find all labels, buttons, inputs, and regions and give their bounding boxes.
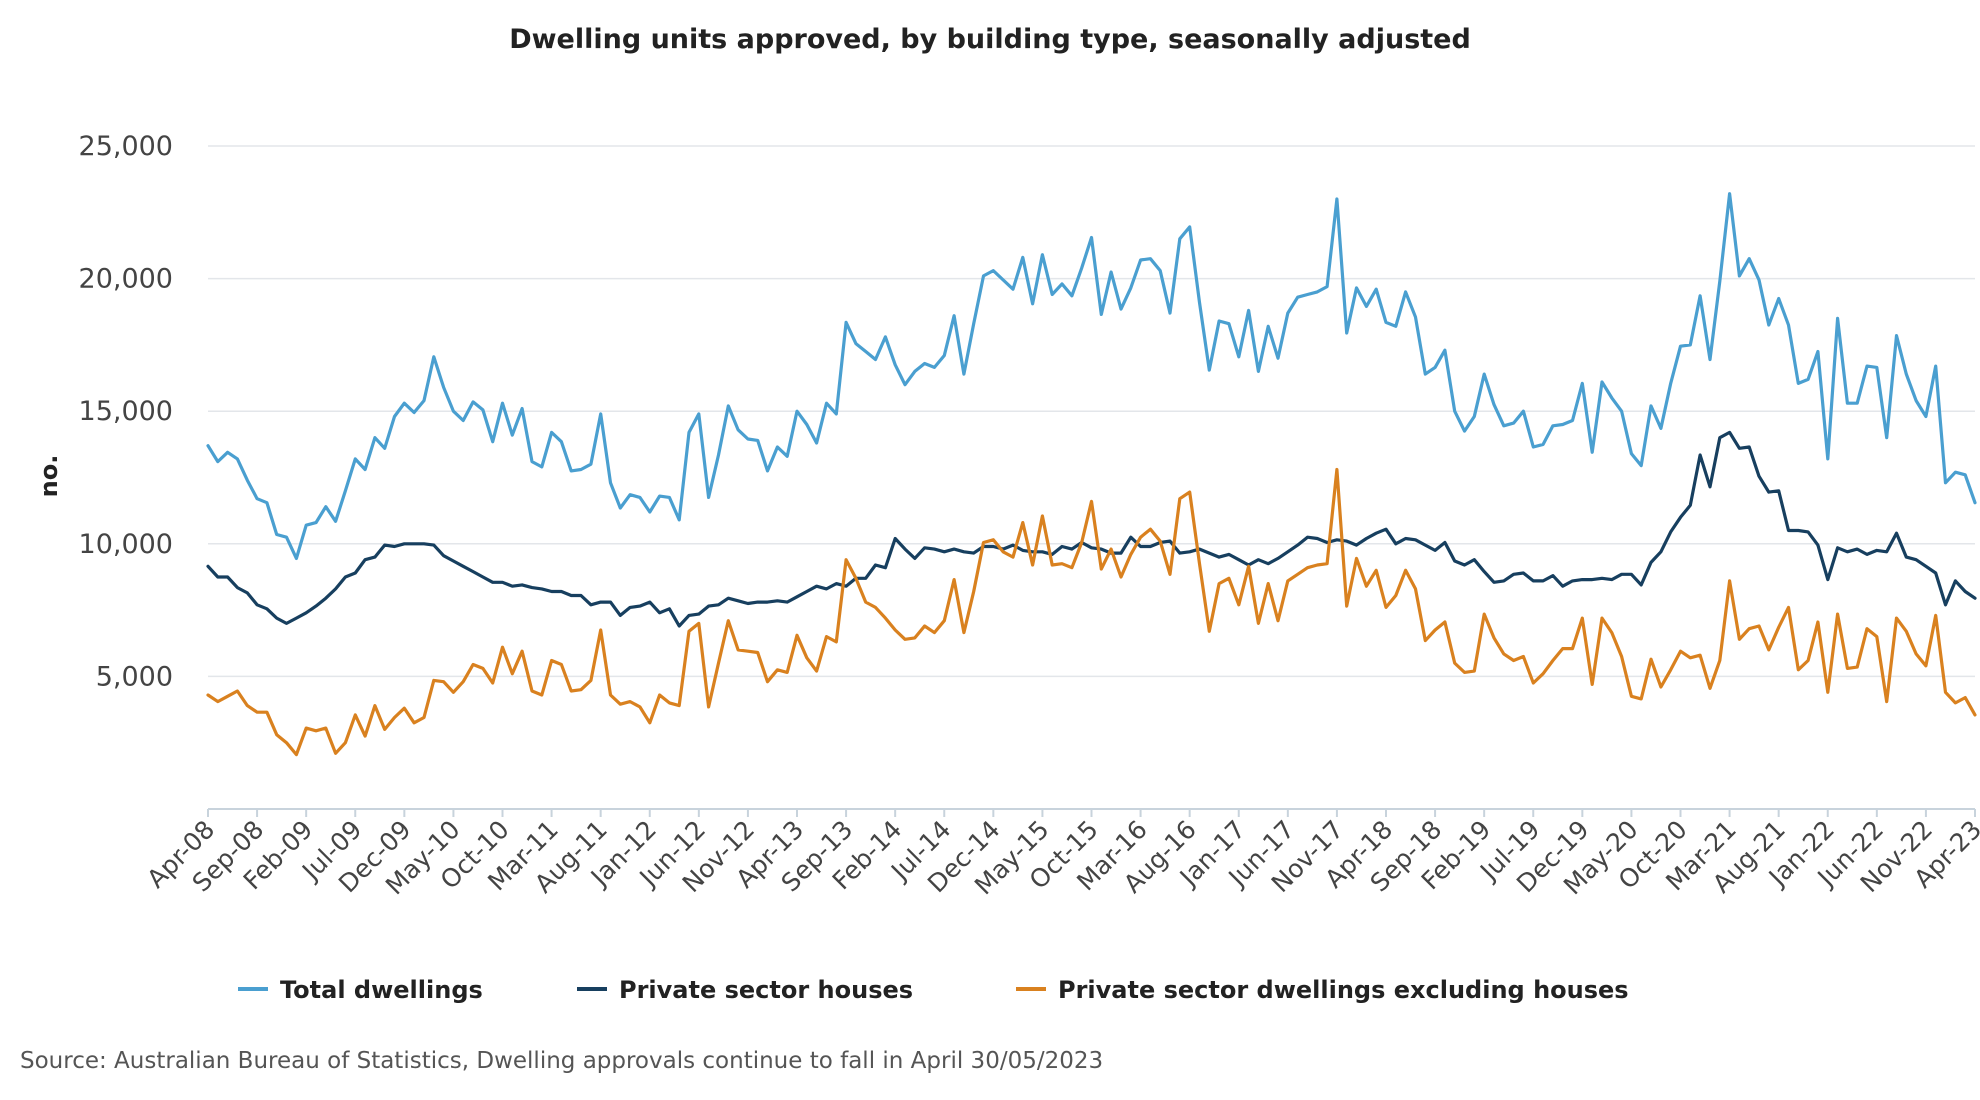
y-tick-label: 20,000	[79, 264, 173, 295]
legend-label-total-dwellings: Total dwellings	[280, 976, 483, 1004]
legend-item-private-sector-houses[interactable]: Private sector houses	[577, 976, 913, 1004]
legend-label-private-sector-houses: Private sector houses	[619, 976, 913, 1004]
chart-title: Dwelling units approved, by building typ…	[509, 24, 1471, 55]
y-tick-label: 15,000	[79, 396, 173, 427]
series-line-total-dwellings[interactable]	[206, 192, 1977, 561]
legend-item-total-dwellings[interactable]: Total dwellings	[238, 976, 483, 1004]
series-line-private-sector-dwellings-excluding-houses[interactable]	[206, 467, 1977, 757]
legend-label-private-sector-dwellings-excluding-houses: Private sector dwellings excluding house…	[1058, 976, 1629, 1004]
series-line-private-sector-houses[interactable]	[206, 430, 1977, 628]
y-axis: 5,000 10,000 15,000 20,000 25,000	[79, 131, 173, 692]
series-lines	[206, 192, 1977, 757]
source-note: Source: Australian Bureau of Statistics,…	[20, 1048, 1103, 1074]
gridlines	[208, 145, 1975, 678]
legend-item-private-sector-dwellings-excluding-houses[interactable]: Private sector dwellings excluding house…	[1016, 976, 1629, 1004]
y-axis-title: no.	[35, 455, 63, 498]
x-axis: Apr-08Sep-08Feb-09Jul-09Dec-09May-10Oct-…	[141, 808, 1980, 900]
y-tick-label: 10,000	[79, 529, 173, 560]
legend: Total dwellings Private sector houses Pr…	[238, 976, 1629, 1004]
y-tick-label: 25,000	[79, 131, 173, 162]
y-tick-label: 5,000	[96, 661, 173, 692]
